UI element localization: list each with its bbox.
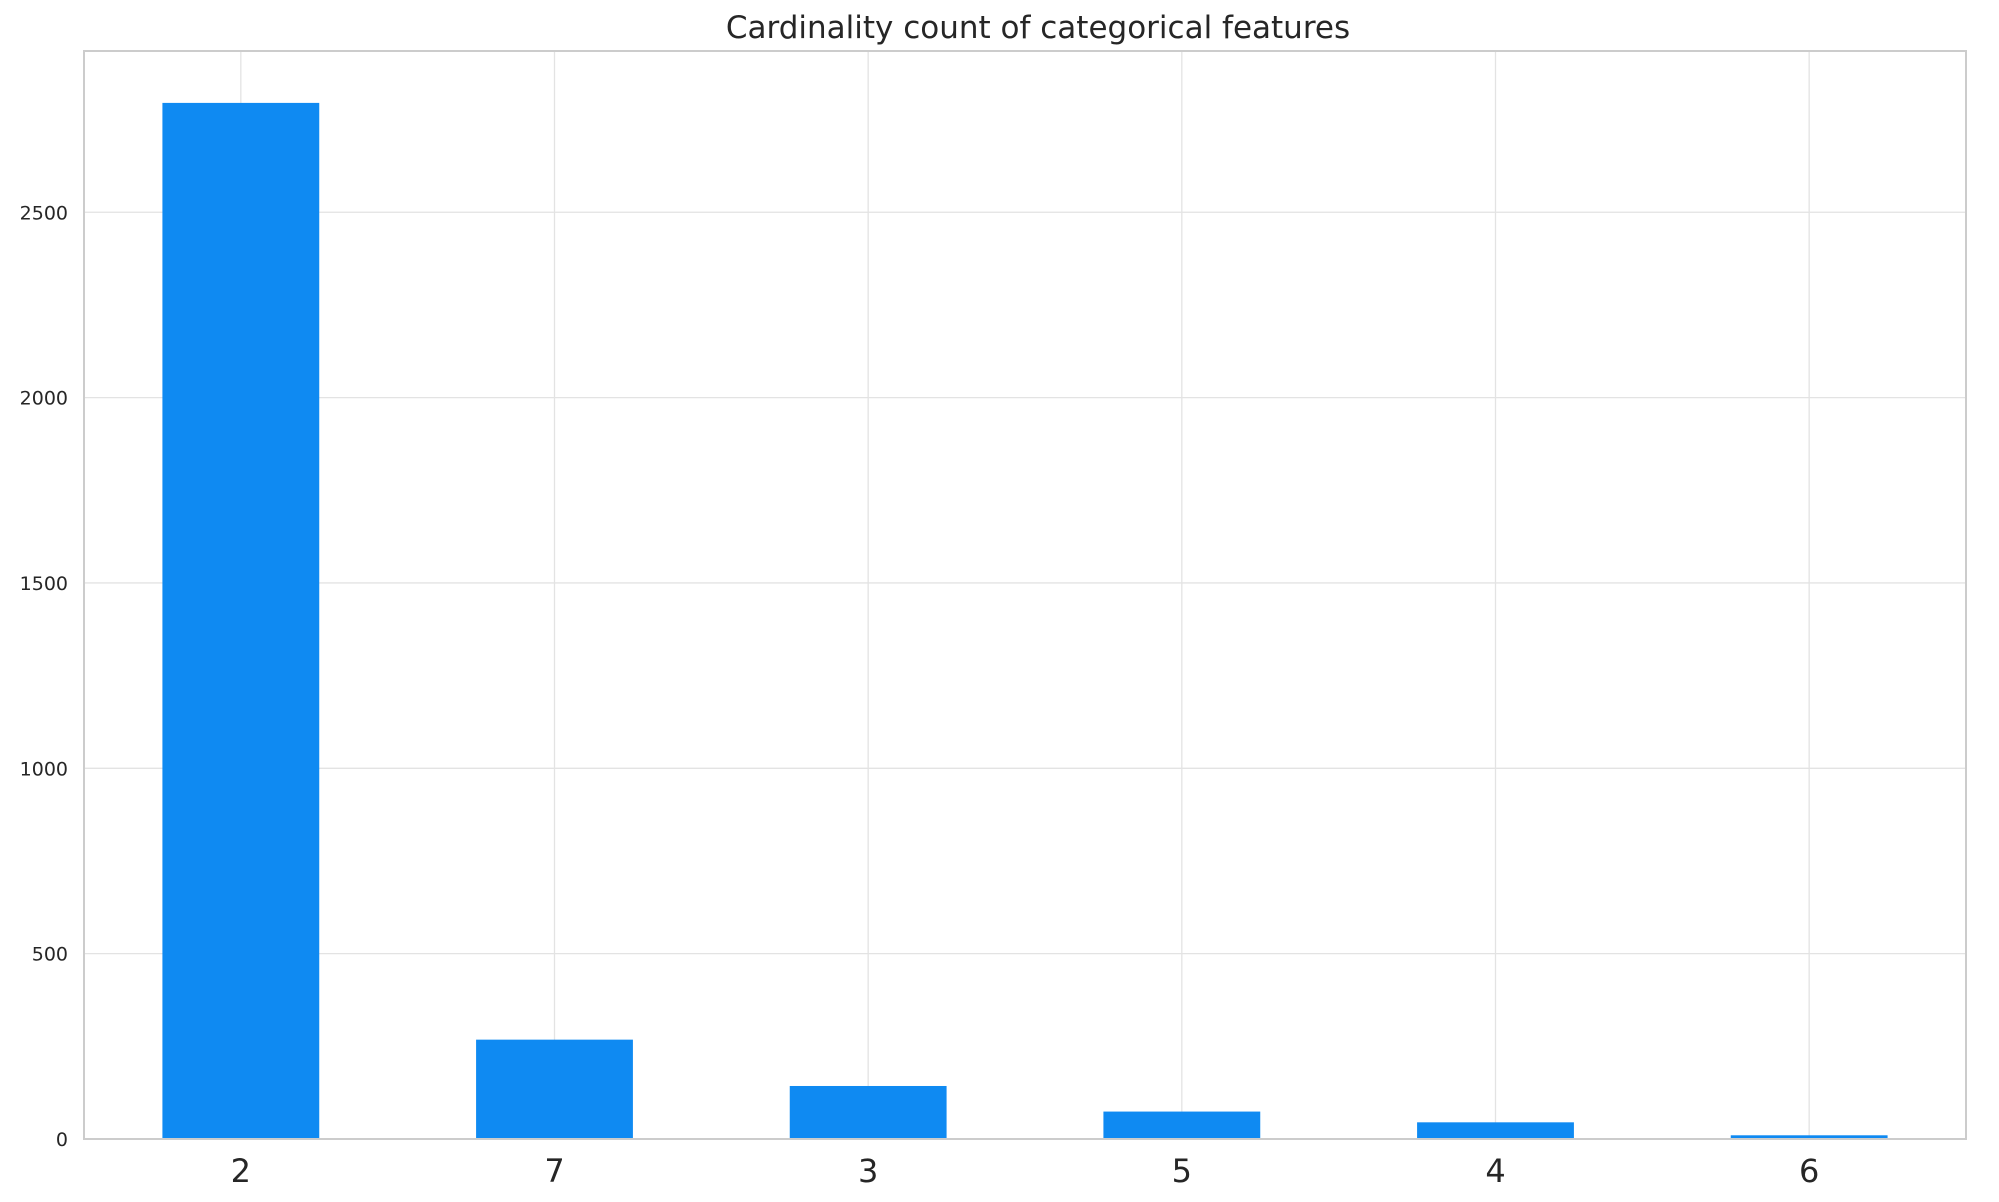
bar-7 (476, 1039, 633, 1139)
x-tick-label: 7 (544, 1152, 564, 1190)
chart-title: Cardinality count of categorical feature… (726, 10, 1350, 46)
bar-6 (1730, 1135, 1888, 1139)
y-tick-label: 2000 (20, 388, 68, 410)
y-tick-label: 500 (32, 944, 68, 966)
x-tick-label: 3 (858, 1152, 878, 1190)
y-axis-ticks: 0 500 1000 1500 2000 2500 (20, 202, 68, 1151)
x-tick-label: 2 (231, 1152, 251, 1190)
x-tick-label: 5 (1172, 1152, 1192, 1190)
bar-3 (789, 1085, 947, 1139)
x-tick-label: 6 (1799, 1152, 1819, 1190)
bar-4 (1417, 1122, 1574, 1139)
y-tick-label: 0 (56, 1129, 68, 1151)
bar-5 (1103, 1111, 1261, 1139)
bars (162, 102, 1888, 1139)
bar-2 (162, 102, 320, 1139)
grid (84, 51, 1966, 1140)
y-tick-label: 1500 (20, 573, 68, 595)
x-tick-label: 4 (1485, 1152, 1505, 1190)
x-axis-ticks: 2 7 3 5 4 6 (231, 1152, 1820, 1190)
plot-frame (83, 50, 1967, 1140)
y-tick-label: 2500 (20, 202, 68, 224)
y-tick-label: 1000 (20, 758, 68, 780)
